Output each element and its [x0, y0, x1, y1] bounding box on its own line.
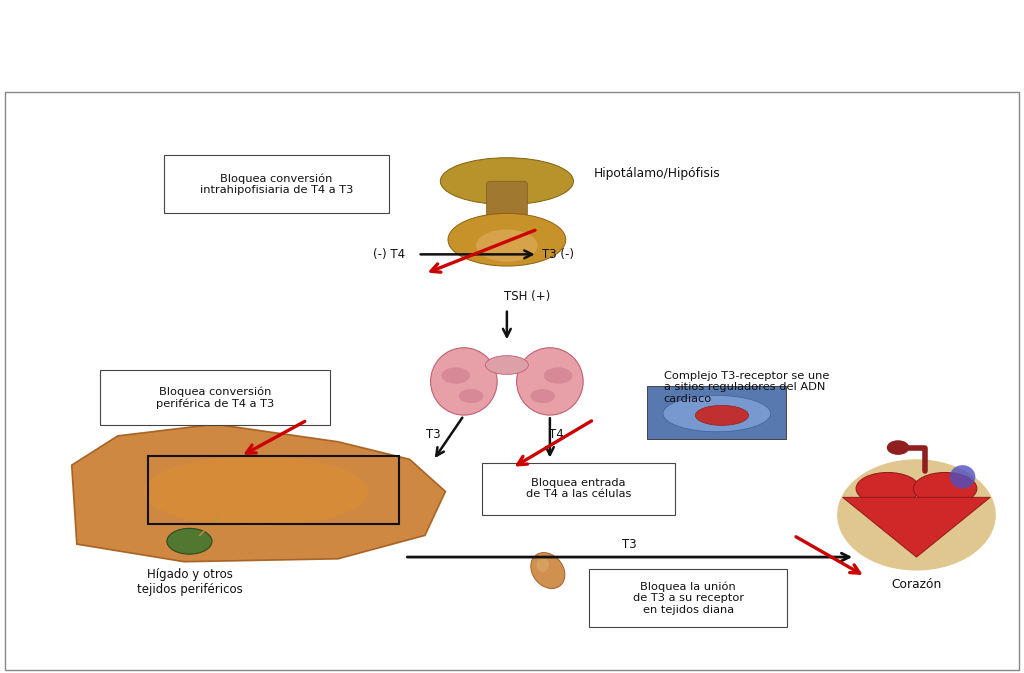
FancyBboxPatch shape	[647, 386, 786, 439]
Bar	[148, 456, 399, 524]
FancyBboxPatch shape	[481, 462, 676, 515]
Ellipse shape	[664, 396, 770, 432]
Text: Complejo T3-receptor se une
a sitios reguladores del ADN
cardiaco: Complejo T3-receptor se une a sitios reg…	[664, 371, 828, 404]
Ellipse shape	[143, 456, 369, 526]
Ellipse shape	[517, 348, 584, 415]
Ellipse shape	[950, 465, 975, 489]
Ellipse shape	[530, 553, 565, 588]
Text: Corazón: Corazón	[891, 577, 942, 590]
Ellipse shape	[440, 157, 573, 205]
FancyBboxPatch shape	[165, 155, 389, 213]
Text: Bloquea entrada
de T4 a las células: Bloquea entrada de T4 a las células	[526, 478, 631, 499]
Text: Hipotálamo/Hipófisis: Hipotálamo/Hipófisis	[594, 167, 721, 180]
Ellipse shape	[476, 229, 538, 262]
Ellipse shape	[838, 459, 996, 571]
FancyBboxPatch shape	[589, 569, 787, 627]
Text: T3: T3	[623, 538, 637, 551]
Ellipse shape	[430, 348, 498, 415]
Text: Hígado y otros
tejidos periféricos: Hígado y otros tejidos periféricos	[136, 568, 243, 596]
Ellipse shape	[695, 405, 749, 425]
Text: Bloquea conversión
intrahipofisiaria de T4 a T3: Bloquea conversión intrahipofisiaria de …	[200, 173, 353, 195]
Circle shape	[167, 528, 212, 554]
Text: T3: T3	[426, 427, 440, 441]
Text: (FLECHAS ROJAS SIGNIFICAN BLOQUEO) (15): (FLECHAS ROJAS SIGNIFICAN BLOQUEO) (15)	[13, 61, 382, 76]
Text: T3 (-): T3 (-)	[542, 248, 574, 261]
Text: FIGURA 5. EFECTOS DE LA AMIODARONA SOBRE EL METABOLISMO DE LAS HORMONAS TIROIDEA: FIGURA 5. EFECTOS DE LA AMIODARONA SOBRE…	[13, 20, 820, 36]
Text: Bloquea conversión
periférica de T4 a T3: Bloquea conversión periférica de T4 a T3	[156, 386, 274, 409]
Ellipse shape	[856, 472, 920, 505]
Ellipse shape	[537, 557, 549, 572]
Ellipse shape	[913, 472, 977, 505]
Text: T4: T4	[549, 427, 563, 441]
Text: Bloquea la unión
de T3 a su receptor
en tejidos diana: Bloquea la unión de T3 a su receptor en …	[633, 581, 743, 615]
Circle shape	[441, 367, 470, 384]
Circle shape	[459, 389, 483, 403]
Ellipse shape	[485, 355, 528, 374]
FancyBboxPatch shape	[486, 181, 527, 222]
Polygon shape	[843, 497, 990, 557]
Ellipse shape	[449, 213, 565, 266]
Text: TSH (+): TSH (+)	[504, 290, 551, 303]
Polygon shape	[72, 424, 445, 562]
Circle shape	[530, 389, 555, 403]
Ellipse shape	[887, 440, 909, 455]
Text: (-) T4: (-) T4	[373, 248, 406, 261]
FancyBboxPatch shape	[100, 370, 330, 425]
Circle shape	[544, 367, 572, 384]
